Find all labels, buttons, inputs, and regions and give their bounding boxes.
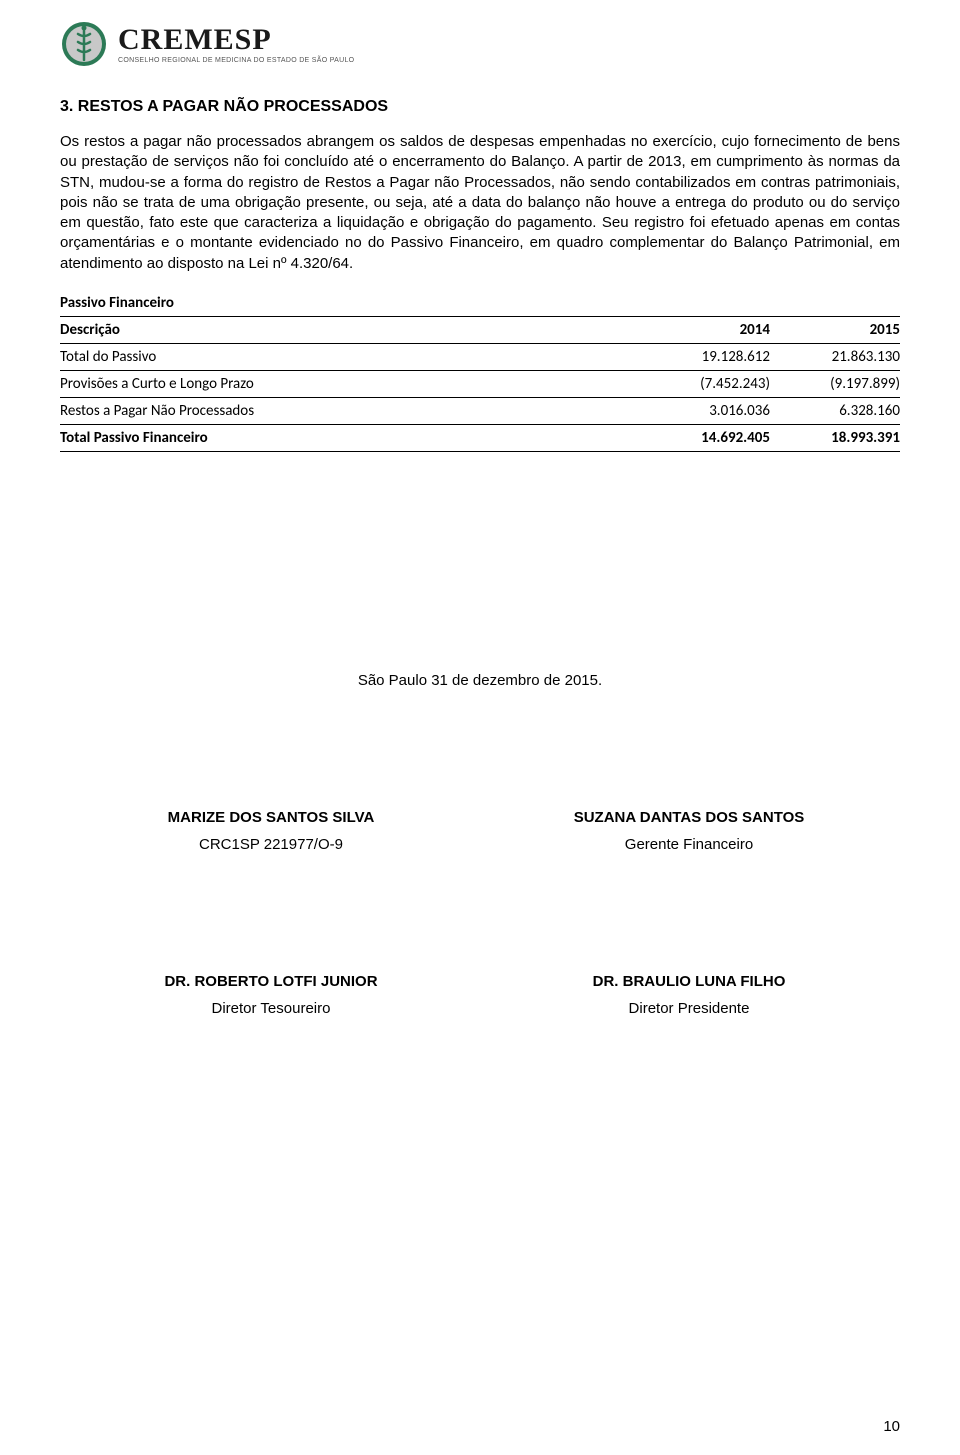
cell-2014: 3.016.036	[640, 397, 770, 424]
signatory-name: DR. BRAULIO LUNA FILHO	[518, 973, 860, 990]
logo-sub-text: CONSELHO REGIONAL DE MEDICINA DO ESTADO …	[118, 57, 354, 64]
caduceus-icon	[60, 20, 108, 68]
signatory-role: Diretor Tesoureiro	[100, 1000, 442, 1017]
signatory-name: MARIZE DOS SANTOS SILVA	[100, 809, 442, 826]
signature-row-1: MARIZE DOS SANTOS SILVA CRC1SP 221977/O-…	[60, 809, 900, 853]
logo-text: CREMESP CONSELHO REGIONAL DE MEDICINA DO…	[118, 25, 354, 64]
section-title: 3. RESTOS A PAGAR NÃO PROCESSADOS	[60, 98, 900, 116]
signatory-role: Gerente Financeiro	[518, 836, 860, 853]
cell-total-2015: 18.993.391	[770, 424, 900, 451]
table-header-row: Descrição 2014 2015	[60, 316, 900, 343]
table-row: Total do Passivo 19.128.612 21.863.130	[60, 343, 900, 370]
table-row: Provisões a Curto e Longo Prazo (7.452.2…	[60, 370, 900, 397]
signature-left: DR. ROBERTO LOTFI JUNIOR Diretor Tesoure…	[100, 973, 442, 1017]
cell-total-desc: Total Passivo Financeiro	[60, 424, 640, 451]
signatory-role: CRC1SP 221977/O-9	[100, 836, 442, 853]
section-body: Os restos a pagar não processados abrang…	[60, 132, 900, 274]
cell-2015: 6.328.160	[770, 397, 900, 424]
page-number: 10	[883, 1418, 900, 1435]
cell-2015: (9.197.899)	[770, 370, 900, 397]
cell-total-2014: 14.692.405	[640, 424, 770, 451]
cell-2015: 21.863.130	[770, 343, 900, 370]
signature-right: SUZANA DANTAS DOS SANTOS Gerente Finance…	[518, 809, 860, 853]
col-header-descricao: Descrição	[60, 316, 640, 343]
cell-2014: (7.452.243)	[640, 370, 770, 397]
signature-left: MARIZE DOS SANTOS SILVA CRC1SP 221977/O-…	[100, 809, 442, 853]
header-logo: CREMESP CONSELHO REGIONAL DE MEDICINA DO…	[60, 20, 900, 68]
signatory-name: DR. ROBERTO LOTFI JUNIOR	[100, 973, 442, 990]
logo-main-text: CREMESP	[118, 25, 354, 55]
signatory-name: SUZANA DANTAS DOS SANTOS	[518, 809, 860, 826]
signature-right: DR. BRAULIO LUNA FILHO Diretor President…	[518, 973, 860, 1017]
passivo-financeiro-table: Descrição 2014 2015 Total do Passivo 19.…	[60, 316, 900, 452]
table-row: Restos a Pagar Não Processados 3.016.036…	[60, 397, 900, 424]
cell-desc: Provisões a Curto e Longo Prazo	[60, 370, 640, 397]
cell-desc: Total do Passivo	[60, 343, 640, 370]
col-header-2015: 2015	[770, 316, 900, 343]
col-header-2014: 2014	[640, 316, 770, 343]
signature-row-2: DR. ROBERTO LOTFI JUNIOR Diretor Tesoure…	[60, 973, 900, 1017]
table-title: Passivo Financeiro	[60, 294, 900, 312]
table-total-row: Total Passivo Financeiro 14.692.405 18.9…	[60, 424, 900, 451]
cell-desc: Restos a Pagar Não Processados	[60, 397, 640, 424]
signatory-role: Diretor Presidente	[518, 1000, 860, 1017]
date-line: São Paulo 31 de dezembro de 2015.	[60, 672, 900, 689]
cell-2014: 19.128.612	[640, 343, 770, 370]
